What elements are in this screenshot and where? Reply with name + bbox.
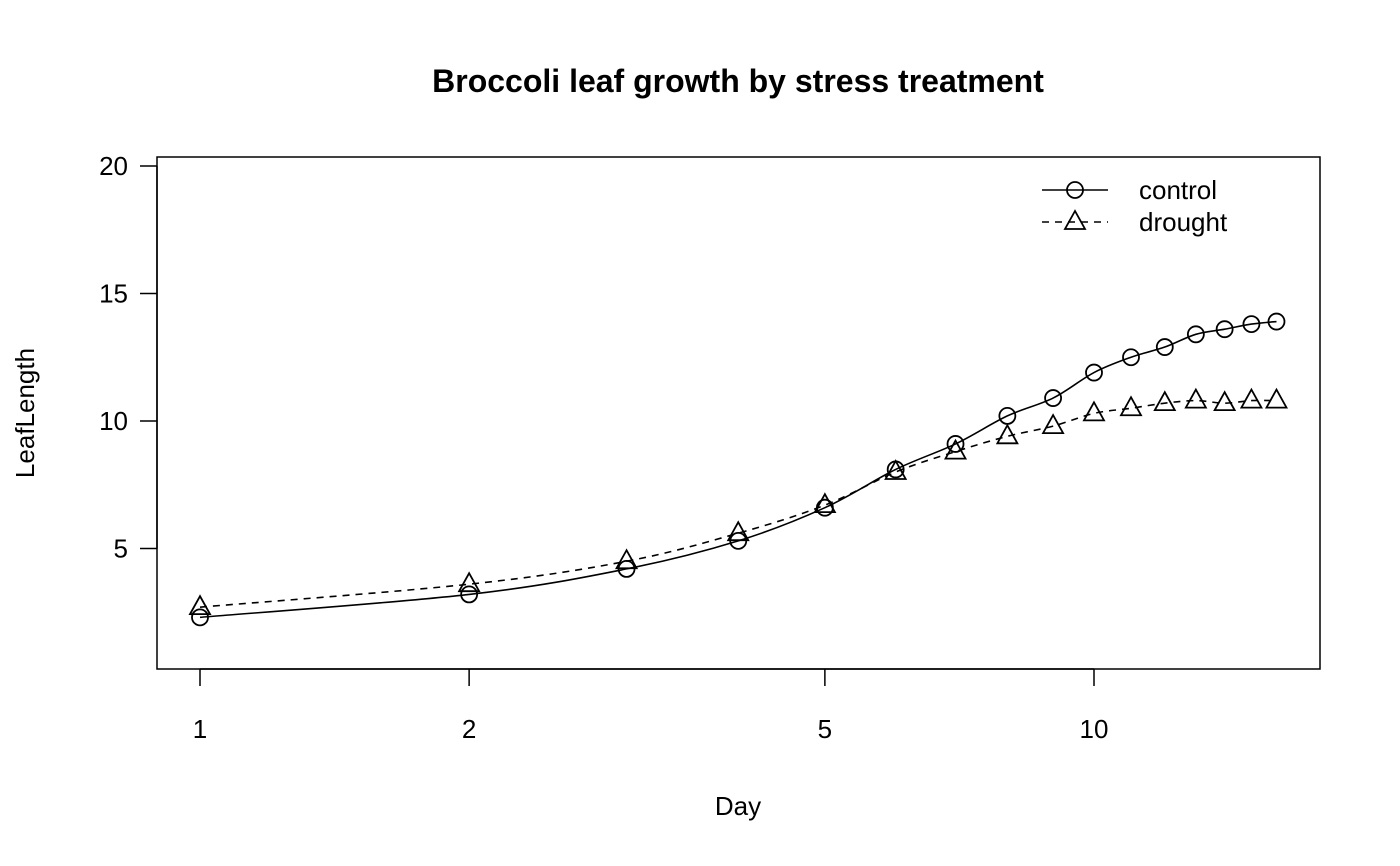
legend-label: drought xyxy=(1139,207,1228,237)
data-point-control xyxy=(1085,363,1103,382)
data-point-drought xyxy=(1239,387,1263,409)
data-point-control xyxy=(1242,315,1261,334)
data-point-drought xyxy=(995,423,1019,445)
data-point-drought xyxy=(1213,390,1237,412)
x-tick-label: 2 xyxy=(462,714,476,744)
legend-item-control: control xyxy=(1042,175,1217,205)
legend-item-drought: drought xyxy=(1042,207,1228,237)
data-point-drought xyxy=(1184,387,1208,409)
data-point-drought xyxy=(615,548,639,570)
series-line-drought xyxy=(199,399,1277,608)
data-point-control xyxy=(1215,320,1234,339)
data-point-control xyxy=(1122,348,1140,367)
data-point-drought xyxy=(943,438,968,460)
data-point-drought xyxy=(726,520,750,542)
data-point-control xyxy=(1044,389,1062,407)
data-point-drought xyxy=(884,459,908,480)
data-point-control xyxy=(1155,338,1174,356)
data-point-control xyxy=(946,435,965,453)
data-point-drought xyxy=(813,492,837,514)
legend-label: control xyxy=(1139,175,1217,205)
x-axis-label: Day xyxy=(715,791,761,821)
y-tick-label: 10 xyxy=(99,406,128,436)
y-tick-label: 20 xyxy=(99,151,128,181)
data-point-drought xyxy=(1082,400,1106,422)
series-control xyxy=(191,312,1286,627)
y-axis-label: LeafLength xyxy=(10,348,40,478)
x-tick-label: 10 xyxy=(1080,714,1109,744)
data-point-drought xyxy=(1119,395,1143,417)
axes: 1 2 5 10 5 10 15 20 xyxy=(99,151,1108,744)
data-point-drought xyxy=(457,571,481,593)
legend-marker-circle-icon xyxy=(1066,181,1084,199)
data-point-drought xyxy=(1041,413,1065,435)
data-point-control xyxy=(1186,325,1205,344)
y-tick-label: 5 xyxy=(114,534,128,564)
data-point-drought xyxy=(1153,390,1177,412)
data-point-drought xyxy=(1264,387,1289,409)
x-tick-label: 5 xyxy=(818,714,832,744)
legend-marker-triangle-icon xyxy=(1063,209,1087,230)
data-point-drought xyxy=(188,594,212,616)
chart-title: Broccoli leaf growth by stress treatment xyxy=(432,63,1044,99)
x-tick-label: 1 xyxy=(193,714,207,744)
data-point-control xyxy=(1267,312,1286,331)
series-line-control xyxy=(199,320,1277,619)
series-group xyxy=(188,312,1289,627)
y-tick-label: 15 xyxy=(99,279,128,309)
series-drought xyxy=(188,387,1289,616)
data-point-control xyxy=(191,608,209,627)
data-point-control xyxy=(460,585,479,604)
